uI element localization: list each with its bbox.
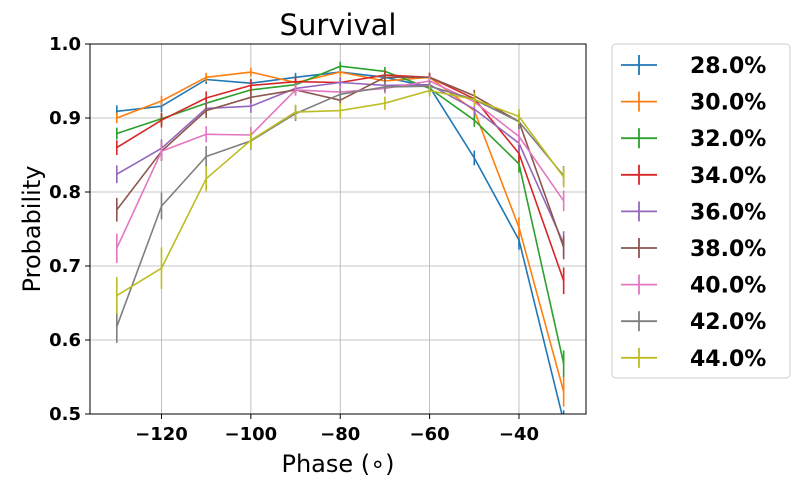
legend-item: 32.0%: [621, 127, 766, 152]
legend-label: 34.0%: [690, 164, 766, 189]
legend-item: 42.0%: [621, 310, 766, 335]
legend-item: 40.0%: [621, 274, 766, 299]
legend-label: 40.0%: [690, 274, 766, 299]
y-tick-label: 1.0: [49, 34, 81, 55]
legend-item: 38.0%: [621, 237, 766, 262]
legend-label: 36.0%: [690, 200, 766, 225]
legend-item: 34.0%: [621, 164, 766, 189]
y-tick-label: 0.9: [49, 108, 81, 129]
x-ticks: −120 −100 −80 −60 −40: [135, 414, 539, 445]
y-ticks: 0.5 0.6 0.7 0.8 0.9 1.0: [49, 34, 90, 425]
x-tick-label: −40: [499, 424, 539, 445]
legend-item: 36.0%: [621, 200, 766, 225]
legend-label: 30.0%: [690, 91, 766, 116]
legend-label: 28.0%: [690, 54, 766, 79]
legend-item: 30.0%: [621, 91, 766, 116]
plot-frame: [89, 43, 587, 415]
series-layer: [116, 61, 565, 414]
series-9: [116, 84, 565, 315]
legend-label: 44.0%: [690, 347, 766, 372]
x-tick-label: −100: [225, 424, 278, 445]
chart-title: Survival: [280, 8, 397, 42]
legend-frame: [611, 43, 791, 379]
legend-label: 38.0%: [690, 237, 766, 262]
x-axis-label: Phase (∘): [281, 450, 394, 478]
legend-label: 42.0%: [690, 310, 766, 335]
legend-item: 44.0%: [621, 347, 766, 372]
x-tick-label: −60: [410, 424, 450, 445]
legend-label: 32.0%: [690, 127, 766, 152]
y-tick-label: 0.6: [49, 330, 81, 351]
legend-item: 28.0%: [621, 54, 766, 79]
x-tick-label: −120: [135, 424, 188, 445]
y-tick-label: 0.8: [49, 182, 81, 203]
legend: 28.0% 30.0% 32.0% 34.0% 36.0% 38.0% 40.0% 42.0%…: [611, 43, 791, 379]
x-tick-label: −80: [320, 424, 360, 445]
y-tick-label: 0.7: [49, 256, 81, 277]
y-tick-label: 0.5: [49, 404, 81, 425]
y-axis-label: Probability: [18, 166, 46, 293]
